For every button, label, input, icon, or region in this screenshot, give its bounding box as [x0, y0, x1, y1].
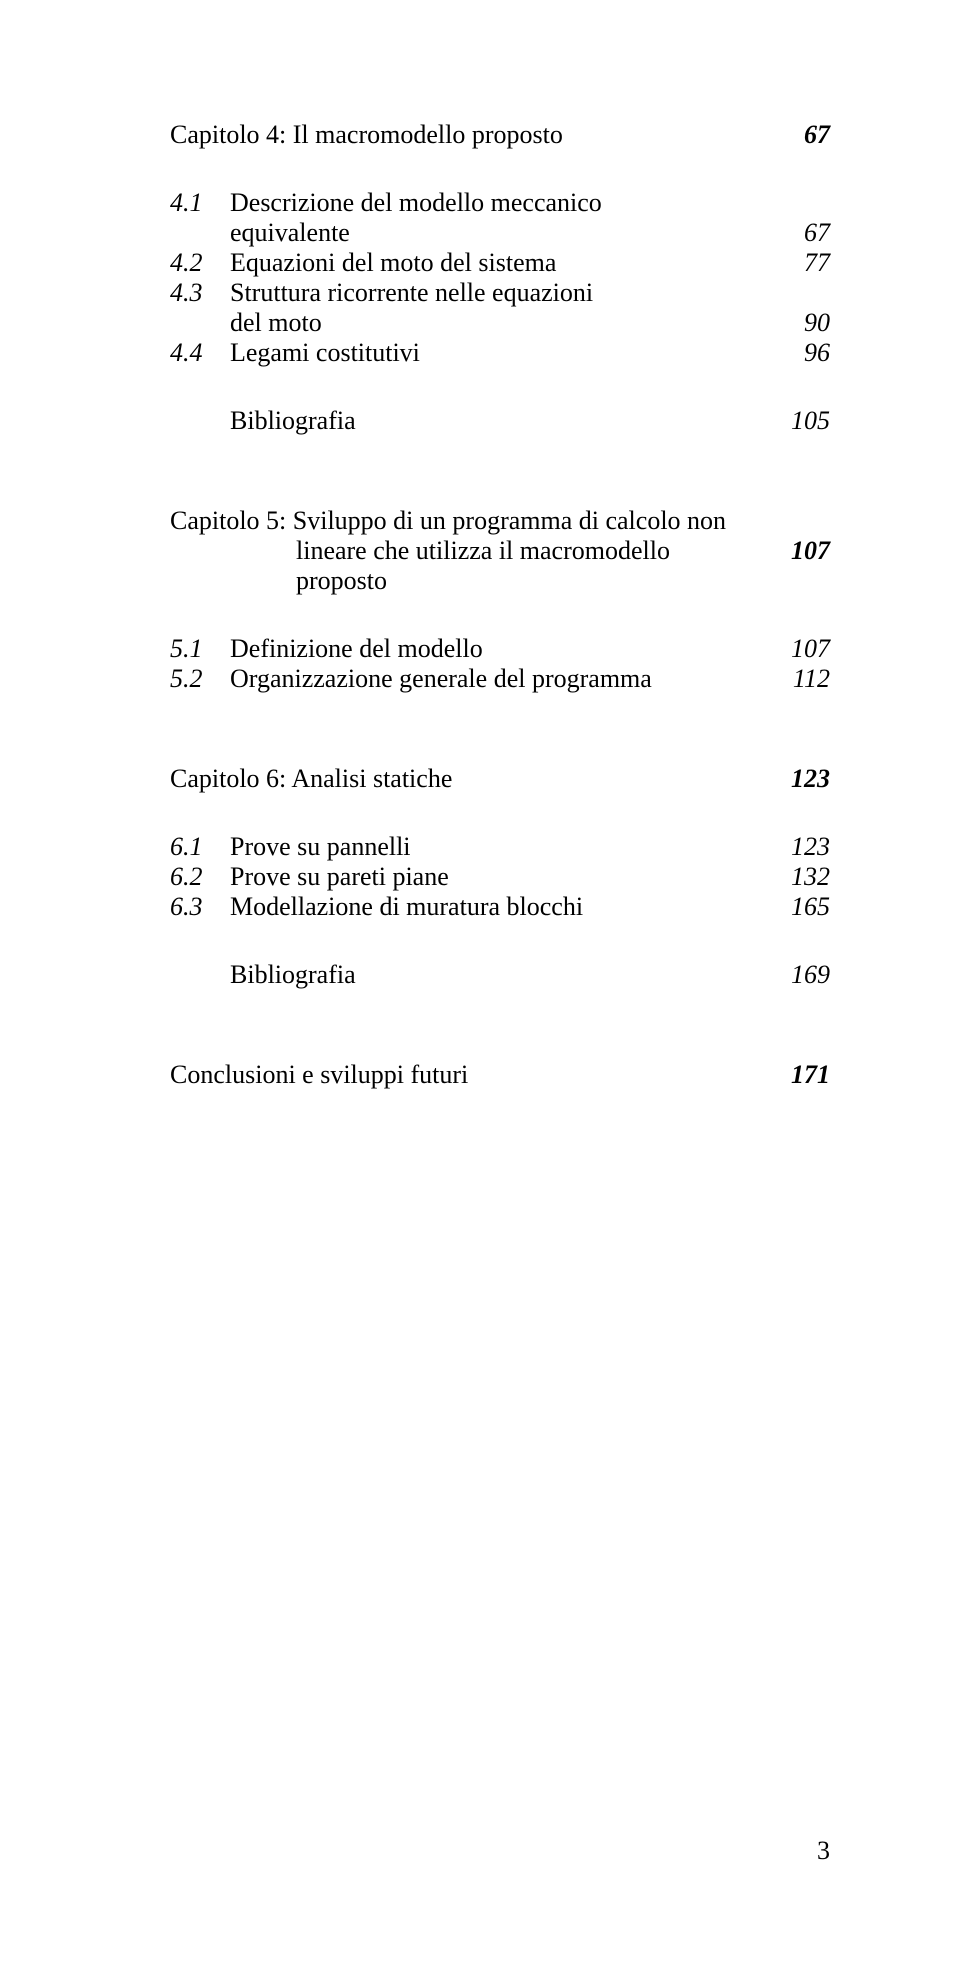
chapter-5-title-line2: lineare che utilizza il macromodello pro… — [170, 536, 774, 596]
chapter-6-heading: Capitolo 6: Analisi statiche 123 — [170, 764, 830, 794]
entry-number: 4.2 — [170, 248, 230, 278]
toc-entry-cont: del moto 90 — [170, 308, 830, 338]
entry-text: del moto — [230, 308, 774, 338]
chapter-5-title-line1: Capitolo 5: Sviluppo di un programma di … — [170, 506, 774, 536]
entry-page: 112 — [774, 664, 830, 694]
entry-page: 77 — [774, 248, 830, 278]
entry-page: 67 — [774, 218, 830, 248]
entry-text: Equazioni del moto del sistema — [230, 248, 774, 278]
entry-page: 123 — [774, 832, 830, 862]
conclusioni-heading: Conclusioni e sviluppi futuri 171 — [170, 1060, 830, 1090]
entry-number: 5.1 — [170, 634, 230, 664]
entry-page: 107 — [774, 634, 830, 664]
entry-text: Legami costitutivi — [230, 338, 774, 368]
bibliografia-page: 105 — [774, 406, 830, 436]
toc-entry-cont: equivalente 67 — [170, 218, 830, 248]
chapter-6-page: 123 — [774, 764, 830, 794]
toc-entry: 6.2 Prove su pareti piane 132 — [170, 862, 830, 892]
entry-number: 4.3 — [170, 278, 230, 308]
toc-entry: 5.1 Definizione del modello 107 — [170, 634, 830, 664]
bibliografia-label: Bibliografia — [230, 960, 774, 990]
entry-text: Struttura ricorrente nelle equazioni — [230, 278, 774, 308]
bibliografia-entry: Bibliografia 105 — [170, 406, 830, 436]
entry-text: equivalente — [230, 218, 774, 248]
conclusioni-page: 171 — [774, 1060, 830, 1090]
toc-entry: 4.2 Equazioni del moto del sistema 77 — [170, 248, 830, 278]
entry-page: 96 — [774, 338, 830, 368]
entry-text: Descrizione del modello meccanico — [230, 188, 774, 218]
entry-page: 165 — [774, 892, 830, 922]
entry-page: 90 — [774, 308, 830, 338]
conclusioni-title: Conclusioni e sviluppi futuri — [170, 1060, 774, 1090]
bibliografia-entry: Bibliografia 169 — [170, 960, 830, 990]
chapter-5-page: 107 — [774, 536, 830, 566]
entry-page: 132 — [774, 862, 830, 892]
entry-number: 6.1 — [170, 832, 230, 862]
chapter-4-title: Capitolo 4: Il macromodello proposto — [170, 120, 774, 150]
entry-number: 6.2 — [170, 862, 230, 892]
chapter-4-page: 67 — [774, 120, 830, 150]
toc-entry: 6.1 Prove su pannelli 123 — [170, 832, 830, 862]
entry-number: 4.4 — [170, 338, 230, 368]
toc-entry: 5.2 Organizzazione generale del programm… — [170, 664, 830, 694]
bibliografia-label: Bibliografia — [230, 406, 774, 436]
toc-entry: 4.4 Legami costitutivi 96 — [170, 338, 830, 368]
entry-text: Definizione del modello — [230, 634, 774, 664]
entry-text: Modellazione di muratura blocchi — [230, 892, 774, 922]
chapter-5-heading: Capitolo 5: Sviluppo di un programma di … — [170, 506, 830, 536]
entry-number: 4.1 — [170, 188, 230, 218]
toc-entry: 4.3 Struttura ricorrente nelle equazioni — [170, 278, 830, 308]
entry-text: Prove su pareti piane — [230, 862, 774, 892]
entry-number: 6.3 — [170, 892, 230, 922]
toc-entry: 6.3 Modellazione di muratura blocchi 165 — [170, 892, 830, 922]
toc-entry: 4.1 Descrizione del modello meccanico — [170, 188, 830, 218]
bibliografia-page: 169 — [774, 960, 830, 990]
chapter-4-heading: Capitolo 4: Il macromodello proposto 67 — [170, 120, 830, 150]
chapter-5-heading-cont: lineare che utilizza il macromodello pro… — [170, 536, 830, 596]
entry-number: 5.2 — [170, 664, 230, 694]
footer-page-number: 3 — [817, 1836, 830, 1866]
chapter-6-title: Capitolo 6: Analisi statiche — [170, 764, 774, 794]
entry-text: Prove su pannelli — [230, 832, 774, 862]
entry-text: Organizzazione generale del programma — [230, 664, 774, 694]
